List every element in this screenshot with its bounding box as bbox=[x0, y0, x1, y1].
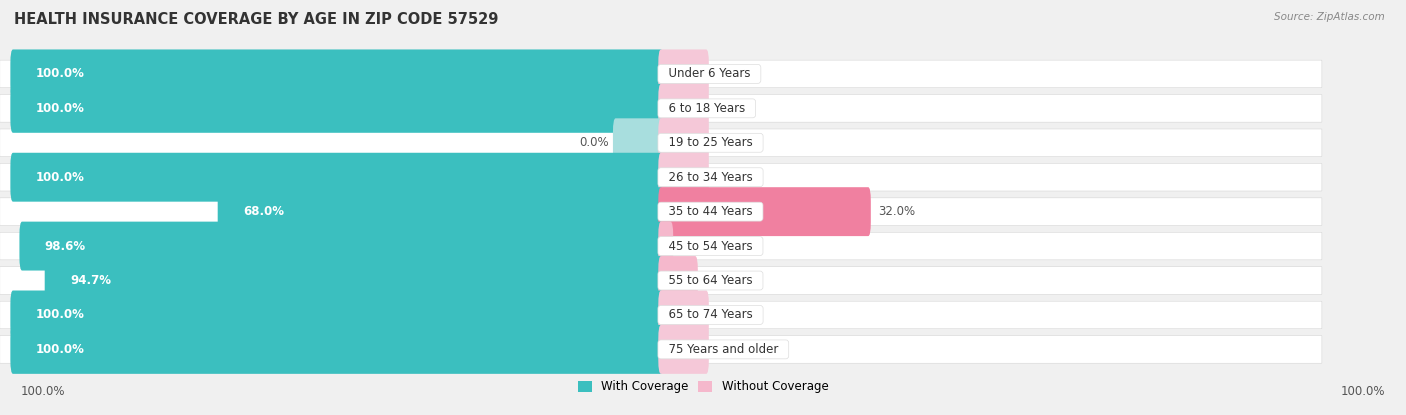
FancyBboxPatch shape bbox=[0, 95, 1322, 122]
Legend: With Coverage, Without Coverage: With Coverage, Without Coverage bbox=[578, 381, 828, 393]
Text: Source: ZipAtlas.com: Source: ZipAtlas.com bbox=[1274, 12, 1385, 22]
Text: 55 to 64 Years: 55 to 64 Years bbox=[661, 274, 761, 287]
Text: 100.0%: 100.0% bbox=[35, 343, 84, 356]
Text: 100.0%: 100.0% bbox=[35, 67, 84, 81]
Text: HEALTH INSURANCE COVERAGE BY AGE IN ZIP CODE 57529: HEALTH INSURANCE COVERAGE BY AGE IN ZIP … bbox=[14, 12, 499, 27]
Text: 0.0%: 0.0% bbox=[716, 102, 745, 115]
Text: 0.0%: 0.0% bbox=[716, 136, 745, 149]
FancyBboxPatch shape bbox=[613, 118, 664, 167]
FancyBboxPatch shape bbox=[658, 118, 709, 167]
Text: 0.0%: 0.0% bbox=[716, 171, 745, 184]
FancyBboxPatch shape bbox=[10, 290, 664, 339]
Text: 19 to 25 Years: 19 to 25 Years bbox=[661, 136, 761, 149]
FancyBboxPatch shape bbox=[658, 84, 709, 133]
FancyBboxPatch shape bbox=[658, 187, 870, 236]
Text: 0.0%: 0.0% bbox=[716, 343, 745, 356]
FancyBboxPatch shape bbox=[45, 256, 664, 305]
Text: 26 to 34 Years: 26 to 34 Years bbox=[661, 171, 761, 184]
Text: 5.3%: 5.3% bbox=[704, 274, 734, 287]
Text: Under 6 Years: Under 6 Years bbox=[661, 67, 758, 81]
Text: 94.7%: 94.7% bbox=[70, 274, 111, 287]
FancyBboxPatch shape bbox=[10, 49, 664, 98]
FancyBboxPatch shape bbox=[10, 153, 664, 202]
Text: 0.0%: 0.0% bbox=[716, 67, 745, 81]
FancyBboxPatch shape bbox=[0, 60, 1322, 88]
FancyBboxPatch shape bbox=[0, 129, 1322, 156]
FancyBboxPatch shape bbox=[658, 256, 697, 305]
FancyBboxPatch shape bbox=[0, 301, 1322, 329]
Text: 100.0%: 100.0% bbox=[35, 308, 84, 322]
Text: 68.0%: 68.0% bbox=[243, 205, 284, 218]
Text: 1.5%: 1.5% bbox=[681, 239, 710, 253]
FancyBboxPatch shape bbox=[658, 49, 709, 98]
FancyBboxPatch shape bbox=[658, 222, 673, 271]
Text: 0.0%: 0.0% bbox=[716, 308, 745, 322]
FancyBboxPatch shape bbox=[10, 84, 664, 133]
FancyBboxPatch shape bbox=[0, 267, 1322, 294]
FancyBboxPatch shape bbox=[10, 325, 664, 374]
FancyBboxPatch shape bbox=[218, 187, 664, 236]
Text: 32.0%: 32.0% bbox=[877, 205, 915, 218]
Text: 6 to 18 Years: 6 to 18 Years bbox=[661, 102, 752, 115]
FancyBboxPatch shape bbox=[0, 232, 1322, 260]
FancyBboxPatch shape bbox=[0, 336, 1322, 363]
FancyBboxPatch shape bbox=[658, 153, 709, 202]
FancyBboxPatch shape bbox=[658, 325, 709, 374]
Text: 100.0%: 100.0% bbox=[35, 171, 84, 184]
FancyBboxPatch shape bbox=[658, 290, 709, 339]
Text: 0.0%: 0.0% bbox=[579, 136, 609, 149]
FancyBboxPatch shape bbox=[20, 222, 664, 271]
Text: 100.0%: 100.0% bbox=[21, 386, 66, 398]
FancyBboxPatch shape bbox=[0, 198, 1322, 225]
Text: 98.6%: 98.6% bbox=[45, 239, 86, 253]
Text: 65 to 74 Years: 65 to 74 Years bbox=[661, 308, 761, 322]
Text: 45 to 54 Years: 45 to 54 Years bbox=[661, 239, 761, 253]
Text: 35 to 44 Years: 35 to 44 Years bbox=[661, 205, 761, 218]
Text: 75 Years and older: 75 Years and older bbox=[661, 343, 786, 356]
FancyBboxPatch shape bbox=[0, 164, 1322, 191]
Text: 100.0%: 100.0% bbox=[1340, 386, 1385, 398]
Text: 100.0%: 100.0% bbox=[35, 102, 84, 115]
